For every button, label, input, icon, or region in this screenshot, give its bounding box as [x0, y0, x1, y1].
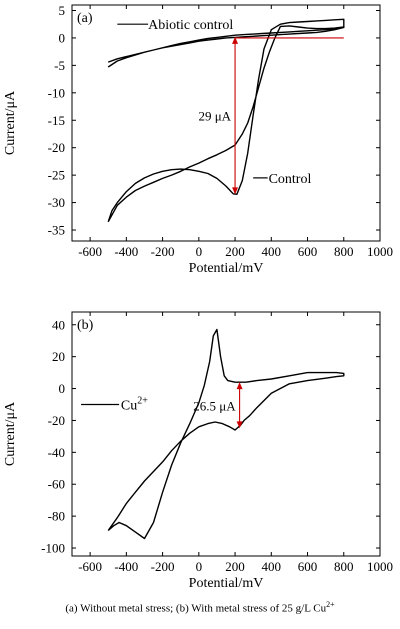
series-line: [107, 328, 345, 540]
y-axis-label: Current/μA: [3, 90, 18, 155]
legend-label-superscript: 2+: [137, 395, 148, 406]
y-tick-label: -15: [48, 113, 65, 128]
plot-frame: [71, 4, 381, 242]
x-tick-label: 400: [262, 559, 282, 574]
figure-caption: (a) Without metal stress; (b) With metal…: [0, 600, 400, 615]
y-tick-label: 0: [59, 30, 66, 45]
y-tick-label: 40: [52, 317, 65, 332]
y-tick-label: -80: [48, 509, 65, 524]
x-tick-label: -600: [78, 244, 102, 259]
y-tick-label: -5: [54, 58, 65, 73]
x-tick-label: -400: [114, 559, 138, 574]
arrow-head-up: [236, 382, 243, 390]
series-line: [107, 26, 345, 68]
y-tick-label: 0: [59, 381, 66, 396]
x-tick-label: -600: [78, 559, 102, 574]
x-tick-label: 200: [225, 244, 245, 259]
y-tick-label: 20: [52, 349, 65, 364]
arrow-head-up: [232, 36, 239, 44]
y-tick-label: -60: [48, 477, 65, 492]
arrow-head-down: [236, 421, 243, 429]
y-tick-label: -10: [48, 85, 65, 100]
panel-label: (b): [77, 318, 94, 333]
y-tick-label: -25: [48, 168, 65, 183]
x-axis-label: Potential/mV: [189, 576, 264, 591]
x-tick-label: 0: [196, 244, 203, 259]
x-tick-label: -200: [151, 559, 175, 574]
x-tick-label: 400: [262, 244, 282, 259]
x-tick-label: 1000: [367, 244, 393, 259]
x-tick-label: 200: [225, 559, 245, 574]
x-tick-label: 1000: [367, 559, 393, 574]
panel-label: (a): [77, 11, 93, 26]
arrow-head-down: [232, 187, 239, 195]
y-tick-label: -35: [48, 223, 65, 238]
y-axis-label: Current/μA: [3, 401, 18, 466]
figure-caption-superscript: 2+: [326, 600, 335, 609]
y-tick-label: -40: [48, 445, 65, 460]
x-tick-label: -200: [151, 244, 175, 259]
arrow-label: 26.5 μA: [193, 398, 236, 413]
chart-panel-b: -600 -400 -200 0 200 400 600 800 100040200-20-40…: [3, 311, 393, 591]
x-tick-label: 0: [196, 559, 203, 574]
chart-panel-a: -600 -400 -200 0 200 400 600 800 1000 5 0 -5 -10 -15 -…: [3, 3, 393, 276]
x-tick-label: 800: [334, 559, 354, 574]
x-tick-label: 800: [334, 244, 354, 259]
y-tick-label: -100: [41, 541, 65, 556]
y-tick-label: 5: [59, 3, 66, 18]
x-axis-label: Potential/mV: [189, 261, 264, 276]
figure-caption-text: (a) Without metal stress; (b) With metal…: [65, 602, 327, 615]
legend-label: Control: [269, 172, 312, 187]
y-tick-label: -20: [48, 140, 65, 155]
legend-label: Abiotic control: [148, 18, 233, 33]
x-tick-label: 600: [298, 559, 318, 574]
series-line: [107, 18, 345, 223]
plot-frame: [71, 311, 381, 557]
legend-label: Cu2+: [121, 395, 148, 413]
x-tick-label: -400: [114, 244, 138, 259]
y-tick-label: -20: [48, 413, 65, 428]
y-tick-label: -30: [48, 195, 65, 210]
arrow-label: 29 μA: [198, 109, 231, 124]
x-tick-label: 600: [298, 244, 318, 259]
